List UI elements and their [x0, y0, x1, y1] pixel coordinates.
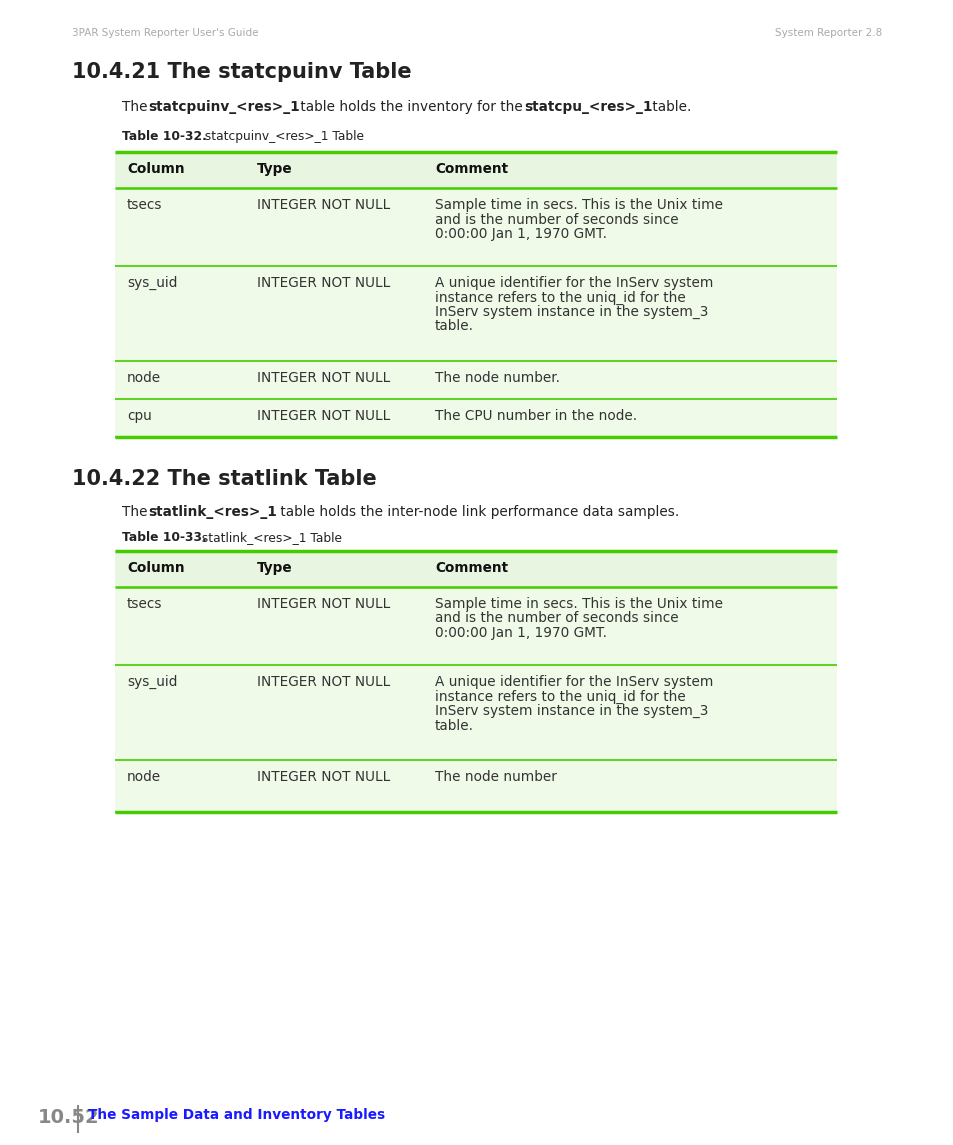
Text: INTEGER NOT NULL: INTEGER NOT NULL — [256, 409, 390, 423]
Text: A unique identifier for the InServ system: A unique identifier for the InServ syste… — [435, 676, 713, 689]
Text: INTEGER NOT NULL: INTEGER NOT NULL — [256, 769, 390, 784]
Text: INTEGER NOT NULL: INTEGER NOT NULL — [256, 676, 390, 689]
Bar — [115, 665, 836, 760]
Text: Type: Type — [256, 561, 293, 575]
Text: sys_uid: sys_uid — [127, 276, 177, 290]
Text: The Sample Data and Inventory Tables: The Sample Data and Inventory Tables — [88, 1108, 385, 1122]
Text: node: node — [127, 769, 161, 784]
Text: 0:00:00 Jan 1, 1970 GMT.: 0:00:00 Jan 1, 1970 GMT. — [435, 626, 606, 640]
Text: 0:00:00 Jan 1, 1970 GMT.: 0:00:00 Jan 1, 1970 GMT. — [435, 227, 606, 240]
Text: INTEGER NOT NULL: INTEGER NOT NULL — [256, 198, 390, 212]
Text: Sample time in secs. This is the Unix time: Sample time in secs. This is the Unix ti… — [435, 597, 722, 611]
Text: table.: table. — [647, 100, 691, 115]
Text: Table 10-32.: Table 10-32. — [122, 131, 207, 143]
Text: INTEGER NOT NULL: INTEGER NOT NULL — [256, 276, 390, 290]
Text: 10.4.21 The statcpuinv Table: 10.4.21 The statcpuinv Table — [71, 62, 411, 82]
Text: 3PAR System Reporter User's Guide: 3PAR System Reporter User's Guide — [71, 27, 258, 38]
Text: InServ system instance in the system_3: InServ system instance in the system_3 — [435, 704, 708, 718]
Text: Sample time in secs. This is the Unix time: Sample time in secs. This is the Unix ti… — [435, 198, 722, 212]
Bar — [115, 587, 836, 665]
Text: A unique identifier for the InServ system: A unique identifier for the InServ syste… — [435, 276, 713, 290]
Text: InServ system instance in the system_3: InServ system instance in the system_3 — [435, 305, 708, 319]
Text: statlink_<res>_1 Table: statlink_<res>_1 Table — [193, 531, 341, 544]
Text: Table 10-33.: Table 10-33. — [122, 531, 207, 544]
Text: table.: table. — [435, 719, 474, 733]
Text: Comment: Comment — [435, 161, 508, 176]
Text: 10.4.22 The statlink Table: 10.4.22 The statlink Table — [71, 469, 376, 489]
Bar — [115, 188, 836, 266]
Text: table holds the inter-node link performance data samples.: table holds the inter-node link performa… — [275, 505, 679, 519]
Bar — [115, 551, 836, 587]
Text: and is the number of seconds since: and is the number of seconds since — [435, 611, 678, 625]
Bar — [115, 152, 836, 188]
Text: The node number: The node number — [435, 769, 557, 784]
Text: The: The — [122, 100, 152, 115]
Text: statcpuinv_<res>_1: statcpuinv_<res>_1 — [148, 100, 299, 115]
Text: System Reporter 2.8: System Reporter 2.8 — [774, 27, 882, 38]
Text: statlink_<res>_1: statlink_<res>_1 — [148, 505, 276, 519]
Text: Type: Type — [256, 161, 293, 176]
Text: Column: Column — [127, 561, 185, 575]
Text: 10.52: 10.52 — [38, 1108, 99, 1127]
Text: table holds the inventory for the: table holds the inventory for the — [295, 100, 527, 115]
Text: The: The — [122, 505, 152, 519]
Text: and is the number of seconds since: and is the number of seconds since — [435, 213, 678, 227]
Text: The node number.: The node number. — [435, 371, 559, 385]
Bar — [115, 266, 836, 361]
Text: statcpuinv_<res>_1 Table: statcpuinv_<res>_1 Table — [196, 131, 364, 143]
Text: tsecs: tsecs — [127, 198, 162, 212]
Bar — [115, 398, 836, 437]
Text: Comment: Comment — [435, 561, 508, 575]
Text: statcpu_<res>_1: statcpu_<res>_1 — [523, 100, 652, 115]
Bar — [115, 760, 836, 812]
Bar — [115, 361, 836, 398]
Text: table.: table. — [435, 319, 474, 333]
Text: instance refers to the uniq_id for the: instance refers to the uniq_id for the — [435, 689, 685, 704]
Text: node: node — [127, 371, 161, 385]
Text: instance refers to the uniq_id for the: instance refers to the uniq_id for the — [435, 291, 685, 305]
Text: Column: Column — [127, 161, 185, 176]
Text: sys_uid: sys_uid — [127, 676, 177, 689]
Text: cpu: cpu — [127, 409, 152, 423]
Text: tsecs: tsecs — [127, 597, 162, 611]
Text: INTEGER NOT NULL: INTEGER NOT NULL — [256, 371, 390, 385]
Text: INTEGER NOT NULL: INTEGER NOT NULL — [256, 597, 390, 611]
Text: The CPU number in the node.: The CPU number in the node. — [435, 409, 637, 423]
